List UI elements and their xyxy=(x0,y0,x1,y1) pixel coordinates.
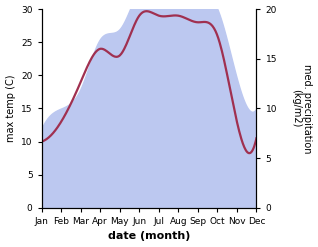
Y-axis label: max temp (C): max temp (C) xyxy=(5,75,16,142)
X-axis label: date (month): date (month) xyxy=(108,231,190,242)
Y-axis label: med. precipitation
(kg/m2): med. precipitation (kg/m2) xyxy=(291,64,313,153)
